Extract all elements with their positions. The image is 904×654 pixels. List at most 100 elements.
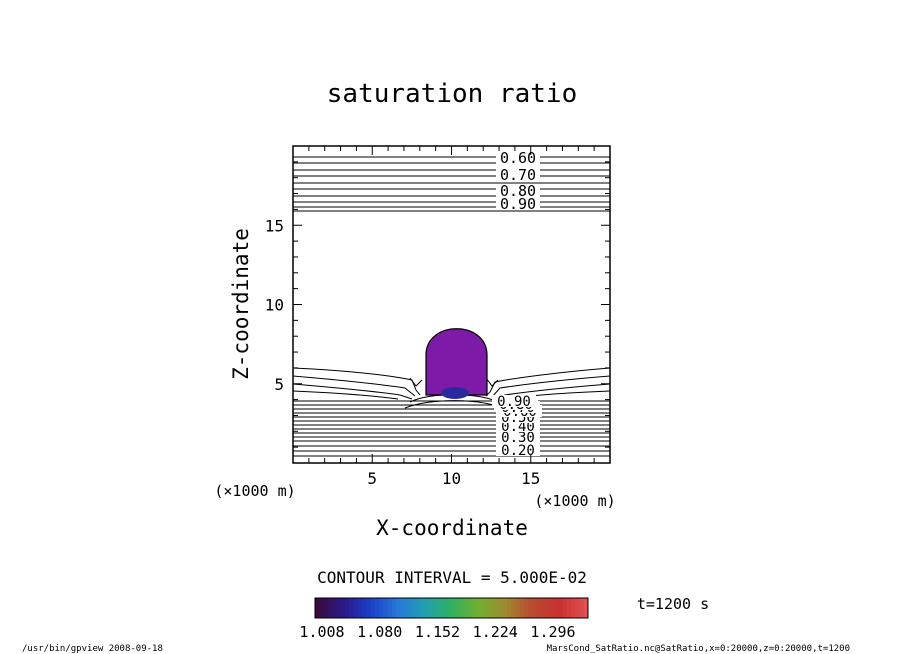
colorbar-cell xyxy=(349,598,354,618)
contour-line-shoulder xyxy=(292,375,416,397)
colorbar-cell xyxy=(541,598,546,618)
colorbar-cell xyxy=(378,598,384,618)
footer-right: MarsCond_SatRatio.nc@SatRatio,x=0:20000,… xyxy=(547,644,850,654)
contour-label-bg xyxy=(492,395,536,407)
colorbar-cell xyxy=(408,598,414,618)
colorbar-cell xyxy=(396,598,401,618)
footer-left: /usr/bin/gpview 2008-09-18 xyxy=(22,644,163,654)
contour-label-bg xyxy=(496,197,540,210)
contour-line-shoulder xyxy=(292,383,413,400)
colorbar-cell xyxy=(332,598,337,618)
colorbar-cell xyxy=(323,598,329,618)
contour-label-bg xyxy=(496,151,540,164)
colorbar-cell xyxy=(404,598,410,618)
colorbar-cell xyxy=(532,598,538,618)
contour-label-bg xyxy=(496,184,540,197)
contour-labels-lower: 0.200.300.400.500.600.700.800.90 xyxy=(492,394,542,459)
cloud-core xyxy=(441,387,469,399)
colorbar-cell xyxy=(370,598,376,618)
colorbar-cell xyxy=(451,598,457,618)
x-tick-label: 5 xyxy=(367,469,377,488)
colorbar-cell xyxy=(366,598,371,618)
colorbar-cell xyxy=(511,598,516,618)
axis-ticks xyxy=(293,146,610,463)
contour-labels-upper: 0.600.700.800.90 xyxy=(496,149,540,213)
y-tick-label: 10 xyxy=(265,296,284,315)
colorbar-cell xyxy=(319,598,325,618)
colorbar-cell xyxy=(340,598,346,618)
colorbar-cell xyxy=(357,598,363,618)
contour-line-shoulder xyxy=(493,383,611,401)
colorbar-cell xyxy=(545,598,551,618)
cloud-region xyxy=(425,328,488,396)
x-tick-label: 10 xyxy=(442,469,461,488)
colorbar-cell xyxy=(387,598,393,618)
x-axis-label: X-coordinate xyxy=(376,516,528,540)
colorbar-cell xyxy=(528,598,534,618)
y-tick-label: 15 xyxy=(265,216,284,235)
colorbar-cell xyxy=(536,598,542,618)
contour-label-lower: 0.30 xyxy=(501,430,535,446)
colorbar-cell xyxy=(425,598,431,618)
colorbar-cell xyxy=(489,598,495,618)
colorbar-cell xyxy=(583,598,589,618)
contour-line-shoulder xyxy=(485,377,499,387)
colorbar-cell xyxy=(579,598,585,618)
colorbar-cell xyxy=(575,598,580,618)
colorbar-cell xyxy=(336,598,342,618)
colorbar-tick-labels: 1.008 1.080 1.152 1.224 1.296 xyxy=(299,623,575,641)
colorbar-cell xyxy=(553,598,559,618)
contour-label-upper: 0.80 xyxy=(500,182,536,200)
contour-line-shoulder xyxy=(409,377,423,387)
colorbar-cell xyxy=(421,598,427,618)
contour-label-bg xyxy=(496,444,540,456)
colorbar-cell xyxy=(430,598,435,618)
colorbar-cell xyxy=(468,598,474,618)
colorbar-cell xyxy=(519,598,525,618)
colorbar-cell xyxy=(515,598,521,618)
chart-title: saturation ratio xyxy=(327,79,577,109)
contour-label-upper: 0.70 xyxy=(500,166,536,184)
colorbar-cell xyxy=(481,598,487,618)
contour-interval-label: CONTOUR INTERVAL = 5.000E-02 xyxy=(317,568,587,587)
colorbar-cell xyxy=(455,598,461,618)
x-unit-label-left: (×1000 m) xyxy=(214,482,295,500)
colorbar-cell xyxy=(344,598,350,618)
colorbar-cell xyxy=(417,598,423,618)
y-axis-label: Z-coordinate xyxy=(229,228,253,380)
colorbar-cell xyxy=(566,598,572,618)
colorbar-cell xyxy=(502,598,508,618)
contour-label-lower: 0.90 xyxy=(497,394,531,410)
colorbar-cell xyxy=(434,598,440,618)
colorbar-cell xyxy=(353,598,359,618)
time-label: t=1200 s xyxy=(637,595,709,613)
colorbar-cell xyxy=(447,598,452,618)
contour-lines xyxy=(292,156,611,457)
colorbar-cell xyxy=(498,598,504,618)
contour-label-upper: 0.90 xyxy=(500,195,536,213)
colorbar-cell xyxy=(494,598,499,618)
colorbar-cell xyxy=(506,598,512,618)
colorbar-tick-label: 1.008 xyxy=(299,623,344,641)
contour-label-bg xyxy=(496,168,540,181)
colorbar xyxy=(315,598,589,618)
colorbar-cell xyxy=(485,598,491,618)
colorbar-cell xyxy=(442,598,448,618)
y-unit-label: (×1000 m) xyxy=(534,492,615,510)
colorbar-cell xyxy=(477,598,482,618)
x-tick-labels: 5 10 15 xyxy=(367,469,540,488)
colorbar-cell xyxy=(464,598,470,618)
colorbar-cell xyxy=(570,598,576,618)
contour-line-shoulder xyxy=(491,375,611,398)
plot-frame xyxy=(292,145,611,464)
colorbar-cell xyxy=(562,598,568,618)
colorbar-cell xyxy=(315,598,320,618)
colorbar-cell xyxy=(558,598,563,618)
y-tick-label: 5 xyxy=(274,375,284,394)
colorbar-cell xyxy=(438,598,444,618)
colorbar-cell xyxy=(383,598,389,618)
colorbar-cell xyxy=(460,598,465,618)
contour-line-shoulder xyxy=(485,367,611,397)
colorbar-cell xyxy=(549,598,555,618)
